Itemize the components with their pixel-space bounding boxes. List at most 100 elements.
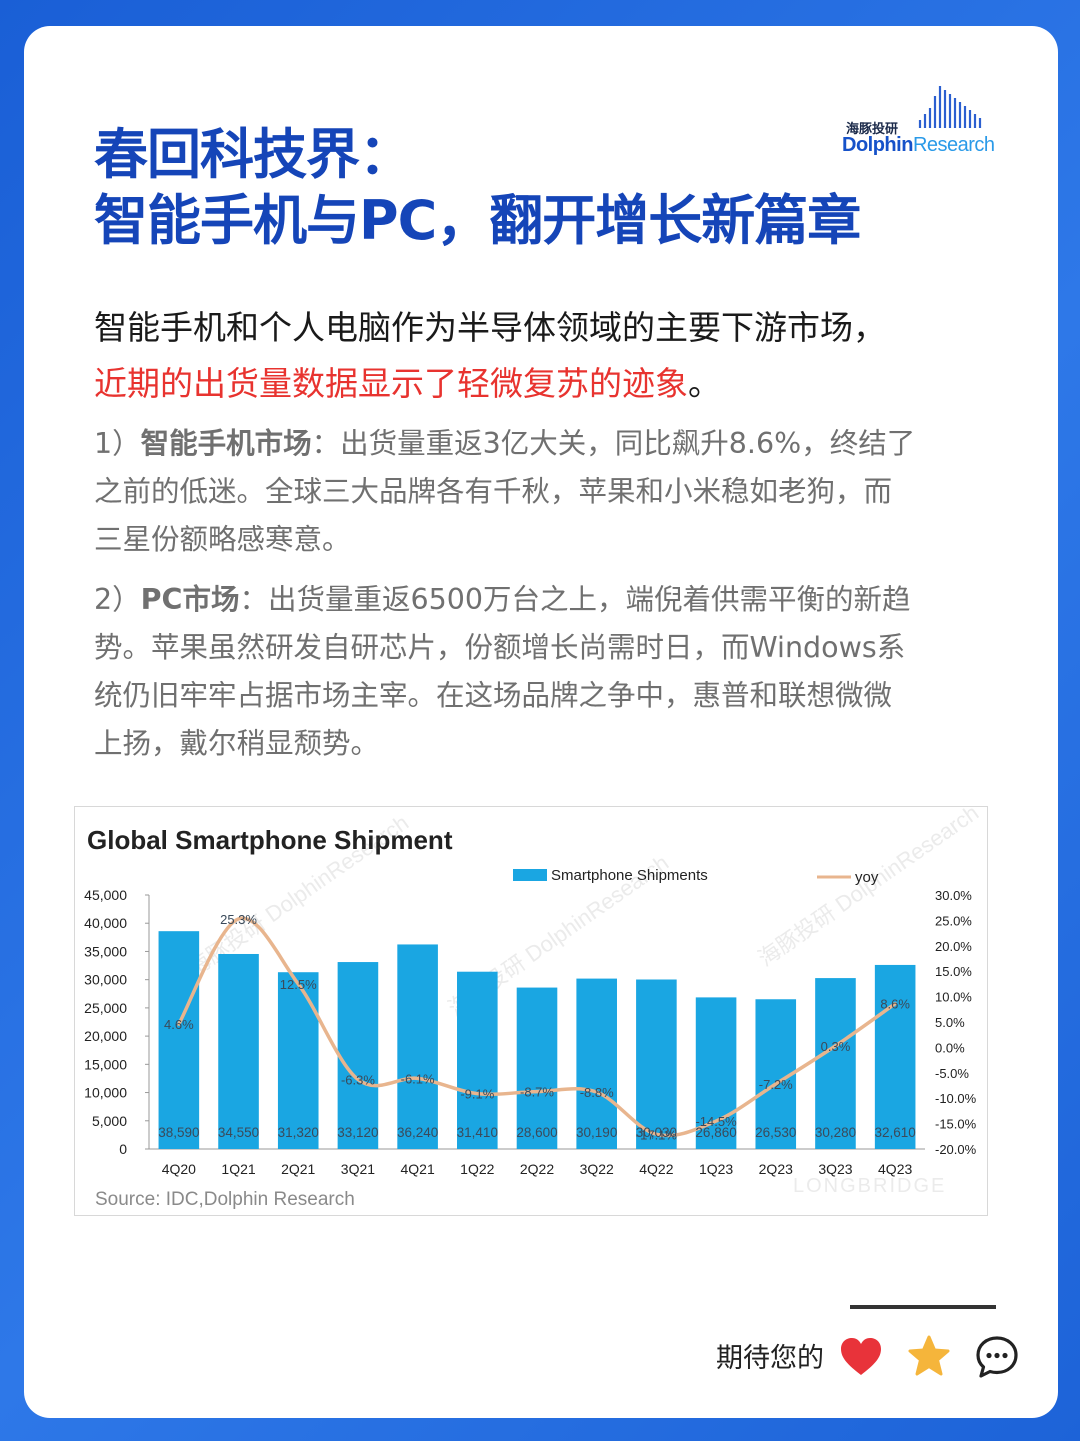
y-tick-label-left: 10,000: [84, 1085, 127, 1101]
yoy-point: [893, 1002, 897, 1006]
y-tick-label-right: 25.0%: [935, 913, 972, 928]
yoy-point: [774, 1082, 778, 1086]
yoy-value-label: -8.7%: [520, 1085, 554, 1100]
lead-line-2: 近期的出货量数据显示了轻微复苏的迹象。: [94, 364, 721, 403]
x-tick-label: 4Q22: [639, 1161, 673, 1177]
dolphin-research-logo: 海豚投研 DolphinResearch: [822, 54, 1002, 164]
comment-icon[interactable]: [974, 1334, 1020, 1380]
yoy-value-label: 4.6%: [164, 1017, 194, 1032]
shipment-bar: [695, 997, 737, 1149]
lead-highlight: 近期的出货量数据显示了轻微复苏的迹象: [94, 364, 688, 403]
bar-value-label: 28,600: [516, 1125, 557, 1140]
yoy-value-label: -17.1%: [636, 1127, 678, 1142]
yoy-value-label: -14.5%: [695, 1114, 737, 1129]
bar-value-label: 31,320: [278, 1125, 319, 1140]
heart-icon[interactable]: [838, 1334, 884, 1380]
bar-value-label: 30,030: [636, 1125, 677, 1140]
y-tick-label-left: 15,000: [84, 1056, 127, 1072]
lead-line-1: 智能手机和个人电脑作为半导体领域的主要下游市场，: [94, 308, 886, 347]
x-tick-label: 2Q21: [281, 1161, 315, 1177]
y-tick-label-right: -20.0%: [935, 1142, 977, 1157]
yoy-value-label: -9.1%: [460, 1087, 494, 1102]
x-tick-label: 4Q23: [878, 1161, 912, 1177]
x-tick-label: 1Q23: [699, 1161, 733, 1177]
shipment-bar: [516, 987, 558, 1149]
bar-value-label: 32,610: [875, 1125, 916, 1140]
chart-source: Source: IDC,Dolphin Research: [95, 1189, 355, 1210]
y-tick-label-left: 40,000: [84, 915, 127, 931]
star-icon[interactable]: [906, 1334, 952, 1380]
y-tick-label-left: 25,000: [84, 1000, 127, 1016]
yoy-value-label: 12.5%: [280, 977, 317, 992]
smartphone-heading: 智能手机市场: [140, 427, 312, 460]
legend-bar-swatch: [513, 869, 547, 881]
chart-container: Global Smartphone Shipment 海豚投研 DolphinR…: [74, 806, 988, 1216]
x-tick-label: 4Q21: [400, 1161, 434, 1177]
smartphone-paragraph: 1）智能手机市场：出货量重返3亿大关，同比飙升8.6%，终结了 之前的低迷。全球…: [94, 427, 916, 556]
shipment-bar: [218, 953, 259, 1149]
x-tick-label: 4Q20: [162, 1161, 196, 1177]
yoy-point: [833, 1044, 837, 1048]
shipment-bar: [277, 972, 319, 1149]
y-tick-label-left: 0: [119, 1141, 127, 1157]
yoy-value-label: 25.3%: [220, 912, 257, 927]
yoy-point: [237, 917, 241, 921]
shipment-bar: [337, 962, 379, 1149]
y-tick-label-left: 30,000: [84, 972, 127, 988]
yoy-value-label: -6.1%: [401, 1071, 435, 1086]
yoy-value-label: 8.6%: [880, 997, 910, 1012]
yoy-point: [595, 1090, 599, 1094]
shipment-bar: [576, 978, 617, 1149]
bar-value-label: 36,240: [397, 1125, 438, 1140]
y-tick-label-left: 20,000: [84, 1028, 127, 1044]
x-tick-label: 3Q22: [580, 1161, 614, 1177]
x-tick-label: 1Q22: [460, 1161, 494, 1177]
x-tick-label: 2Q22: [520, 1161, 554, 1177]
shipment-chart: Global Smartphone Shipment 海豚投研 DolphinR…: [84, 807, 983, 1210]
yoy-value-label: -6.3%: [341, 1072, 375, 1087]
title-line-1: 春回科技界：: [94, 123, 413, 186]
logo-en-text: DolphinResearch: [842, 134, 995, 156]
shipment-bar: [874, 964, 916, 1149]
title-line-2: 智能手机与PC，翻开增长新篇章: [94, 189, 861, 252]
y-tick-label-right: 10.0%: [935, 990, 972, 1005]
legend-line-label: yoy: [855, 869, 879, 886]
bar-value-label: 33,120: [337, 1125, 378, 1140]
bar-value-label: 31,410: [457, 1125, 498, 1140]
yoy-point: [416, 1076, 420, 1080]
bar-value-label: 30,190: [576, 1125, 617, 1140]
y-tick-label-right: -5.0%: [935, 1066, 969, 1081]
yoy-value-label: -7.2%: [759, 1077, 793, 1092]
yoy-point: [475, 1092, 479, 1096]
shipment-bar: [397, 944, 438, 1149]
x-tick-label: 3Q23: [818, 1161, 852, 1177]
x-tick-label: 1Q21: [221, 1161, 255, 1177]
y-tick-label-left: 35,000: [84, 943, 127, 959]
bar-value-label: 34,550: [218, 1125, 259, 1140]
bar-value-label: 26,860: [695, 1125, 736, 1140]
logo-cn-text: 海豚投研: [846, 122, 899, 137]
shipment-bar: [815, 978, 856, 1149]
y-tick-label-right: 0.0%: [935, 1040, 965, 1055]
pc-heading: PC市场: [140, 583, 240, 616]
x-tick-label: 2Q23: [759, 1161, 793, 1177]
logo-bars-icon: [918, 86, 982, 128]
yoy-point: [535, 1090, 539, 1094]
y-tick-label-left: 45,000: [84, 887, 127, 903]
y-tick-label-right: 15.0%: [935, 964, 972, 979]
yoy-point: [296, 982, 300, 986]
shipment-bar: [457, 971, 498, 1149]
yoy-value-label: 0.3%: [821, 1039, 851, 1054]
bar-value-label: 38,590: [158, 1125, 199, 1140]
yoy-point: [177, 1022, 181, 1026]
shipment-bar: [636, 979, 677, 1149]
yoy-value-label: -8.8%: [580, 1085, 614, 1100]
bar-value-label: 26,530: [755, 1125, 796, 1140]
y-tick-label-right: 30.0%: [935, 888, 972, 903]
x-tick-label: 3Q21: [341, 1161, 375, 1177]
footer-divider: [850, 1305, 996, 1309]
chart-legend: Smartphone Shipments yoy: [513, 867, 879, 886]
pc-paragraph: 2）PC市场：出货量重返6500万台之上，端倪着供需平衡的新趋 势。苹果虽然研发…: [94, 583, 911, 760]
svg-text:LONGBRIDGE: LONGBRIDGE: [793, 1175, 946, 1197]
shipment-bar: [158, 931, 200, 1149]
